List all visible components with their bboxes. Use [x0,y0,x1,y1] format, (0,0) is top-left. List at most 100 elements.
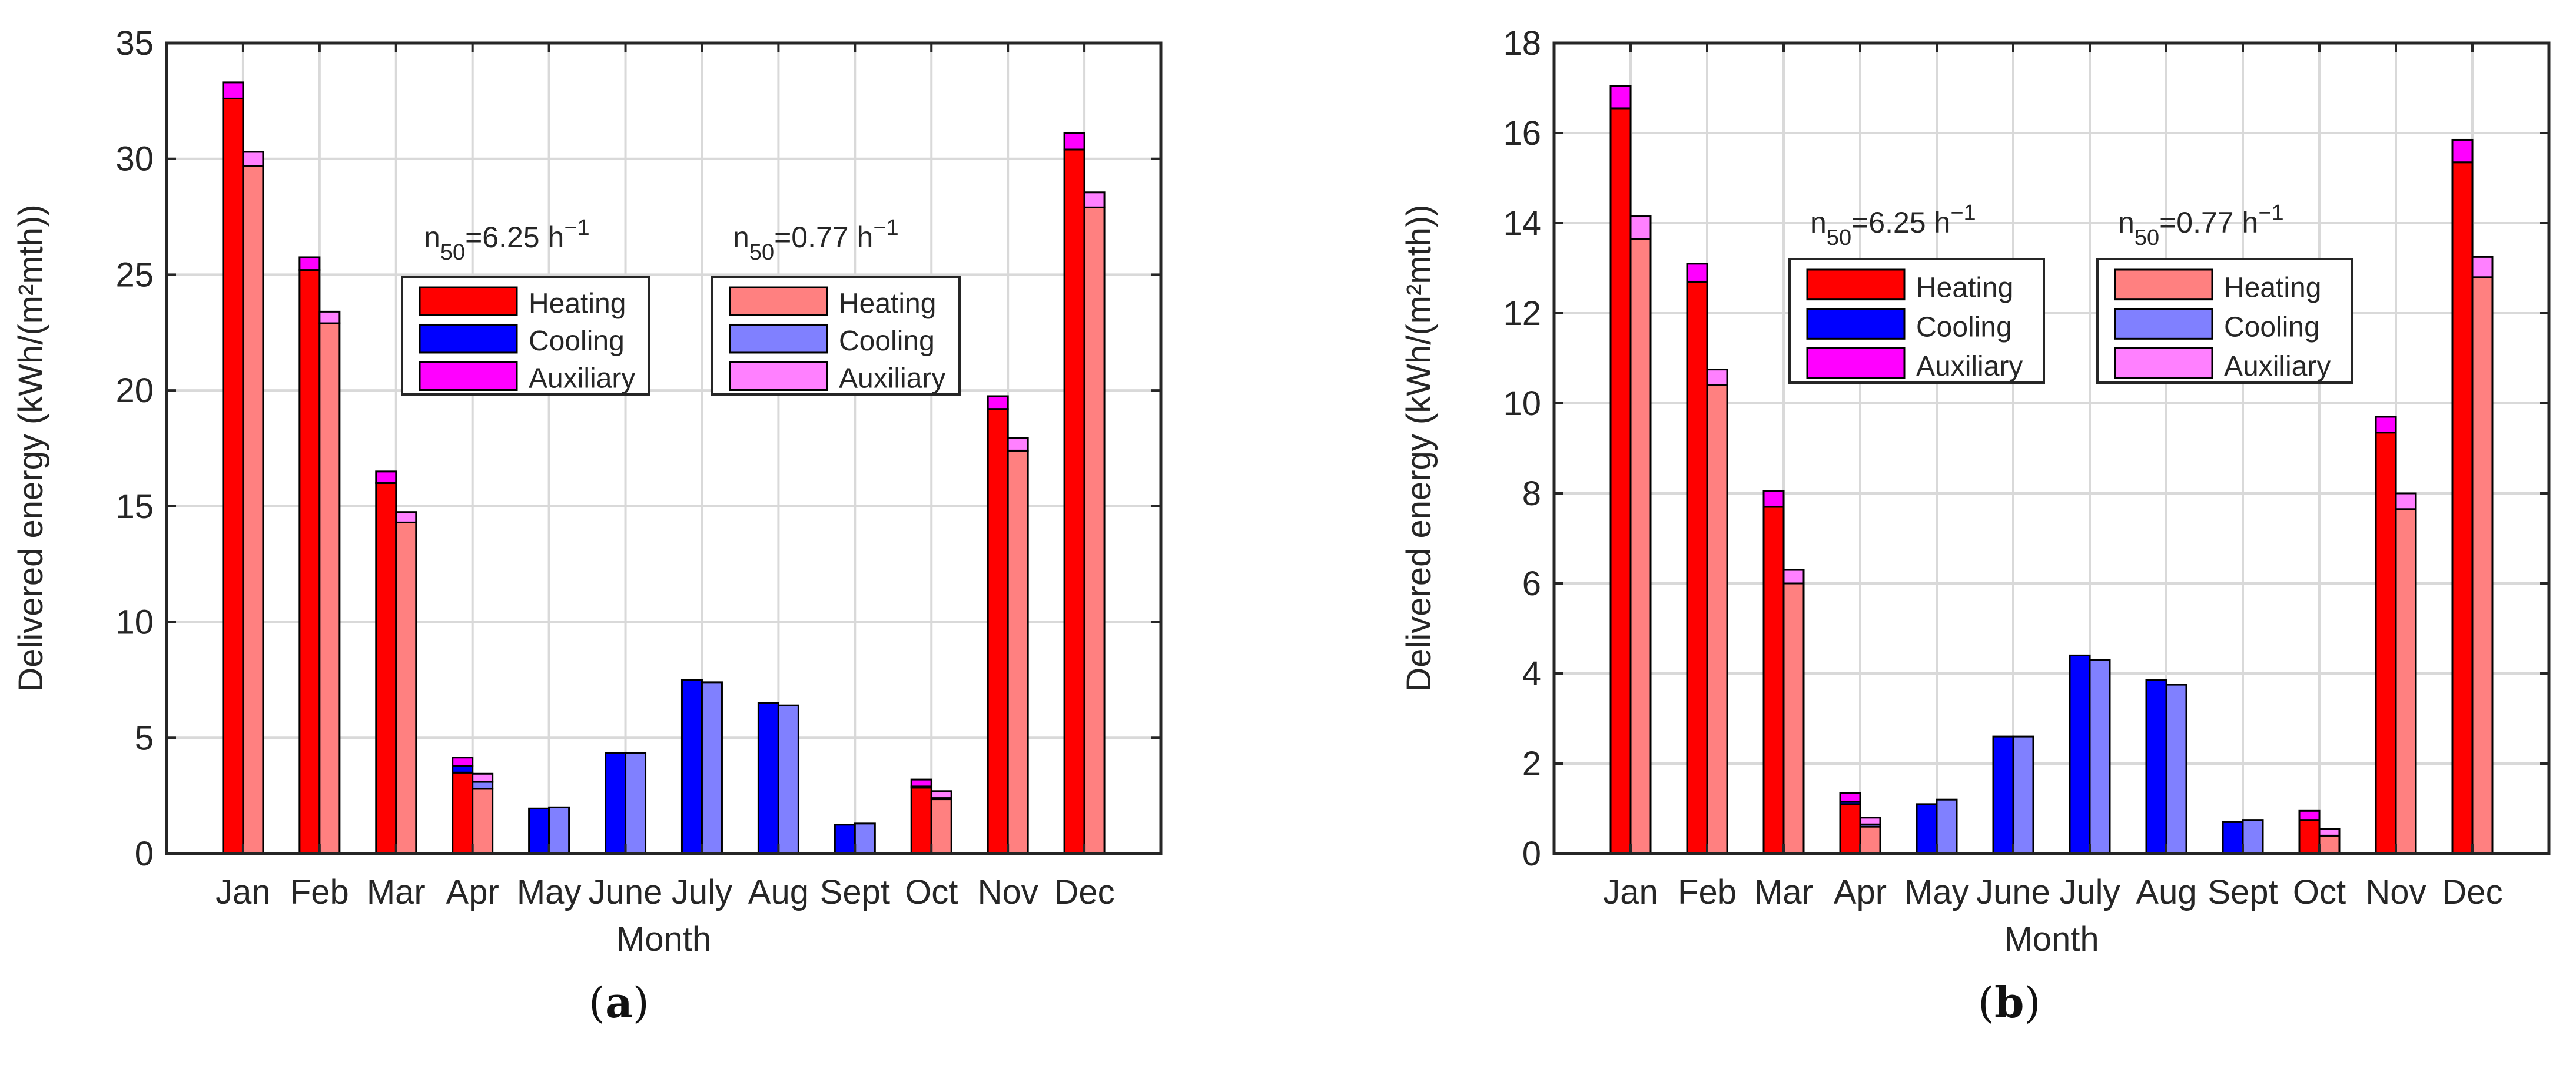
ytick-label: 0 [135,835,154,873]
legend-swatch-heating [1806,268,1906,301]
xtick-label: Sept [820,873,890,911]
bar-b-case1-heating-nov [2375,432,2397,855]
xtick-label: Oct [905,873,958,911]
bar-b-case1-auxiliary-apr [1839,792,1861,803]
bar-a-case1-cooling-sept [834,824,856,855]
bar-a-case1-auxiliary-oct [910,778,932,788]
legend-swatch-auxiliary [729,361,828,391]
bar-b-case2-auxiliary-jan [1629,215,1652,240]
bar-b-case1-auxiliary-mar [1762,490,1785,508]
bar-a-case2-cooling-may [548,806,570,855]
ytick-label: 10 [115,603,154,642]
xtick-label: July [2059,873,2120,911]
bar-b-case2-cooling-may [1936,798,1958,855]
x-axis-label: Month [616,920,711,958]
xtick-label: July [672,873,732,911]
bar-a-case2-auxiliary-apr [472,772,494,783]
xtick-label: Nov [978,873,1038,911]
bar-b-case1-heating-dec [2451,161,2474,855]
legend-swatch-cooling [729,323,828,354]
bar-b-case2-heating-jan [1629,238,1652,855]
bar-b-case1-auxiliary-jan [1609,85,1632,110]
ytick-label: 14 [1503,204,1541,243]
bar-a-case1-heating-mar [375,482,397,855]
xtick-label: Jan [215,873,271,911]
bar-a-case1-heating-feb [298,269,321,855]
bar-a-case1-cooling-june [605,752,627,855]
bar-b-case2-heating-mar [1782,582,1805,855]
bar-a-case2-cooling-apr [472,781,494,790]
legend-label-heating: Heating [839,288,936,319]
legend-label-heating: Heating [2224,273,2321,304]
bar-a-case1-cooling-may [528,807,550,855]
bar-b-case2-cooling-june [2012,735,2034,855]
bar-a-case2-cooling-june [625,752,647,855]
bar-b-case1-heating-oct [2298,819,2321,855]
bar-a-case2-heating-jan [242,165,264,855]
legend-label-heating: Heating [529,288,626,319]
bar-b-case2-heating-dec [2471,276,2494,855]
legend-swatch-auxiliary [1806,347,1906,379]
bar-a-case2-heating-apr [472,788,494,855]
bar-b-case1-cooling-june [1992,735,2014,855]
bar-a-case2-heating-mar [395,521,417,855]
bar-b-case1-cooling-aug [2145,679,2167,855]
xtick-label: June [589,873,663,911]
ytick-label: 20 [115,371,154,410]
bar-b-case2-auxiliary-nov [2395,492,2417,510]
xtick-label: May [1904,873,1969,911]
legend-label-cooling: Cooling [2224,311,2320,343]
ytick-label: 35 [115,24,154,62]
legend-2: Heating Cooling Auxiliary [2096,258,2353,384]
bar-b-case1-auxiliary-feb [1686,263,1708,283]
legend-swatch-heating [2114,268,2213,301]
legend-label-cooling: Cooling [1916,311,2012,343]
bar-b-case2-auxiliary-feb [1706,369,1728,386]
legend-swatch-heating [729,286,828,316]
bar-b-case1-heating-apr [1839,803,1861,855]
xtick-label: June [1976,873,2050,911]
legend-label-heating: Heating [1916,273,2013,304]
ytick-label: 15 [115,487,154,526]
ytick-label: 12 [1503,294,1541,333]
bar-a-case2-cooling-aug [777,704,799,855]
bar-a-case1-auxiliary-nov [987,395,1009,410]
legend-label-cooling: Cooling [839,326,935,357]
bar-a-case1-heating-nov [987,408,1009,855]
bar-a-case1-heating-apr [452,771,474,855]
x-axis-label: Month [2004,920,2099,958]
bar-a-case1-auxiliary-feb [298,256,321,271]
ytick-label: 8 [1522,475,1541,513]
bar-b-case1-auxiliary-nov [2375,416,2397,434]
bar-a-case2-heating-oct [930,798,952,855]
bar-b-case2-auxiliary-apr [1859,817,1881,825]
bar-b-case1-cooling-sept [2222,821,2244,855]
ytick-label: 4 [1522,655,1541,693]
bar-b-case1-auxiliary-dec [2451,138,2474,164]
legend-label-cooling: Cooling [529,326,625,357]
xtick-label: Aug [748,873,809,911]
ytick-label: 10 [1503,384,1541,423]
legend-label-auxiliary: Auxiliary [1916,351,2023,382]
ytick-label: 2 [1522,745,1541,783]
bar-a-case1-auxiliary-jan [222,81,244,99]
bar-b-case2-auxiliary-dec [2471,256,2494,278]
caption-b: (b) [1978,977,2041,1027]
bar-a-case1-auxiliary-dec [1063,132,1085,151]
legend-title: n50=6.25 h−1 [424,215,590,265]
bar-a-case1-heating-dec [1063,148,1085,855]
bar-a-case2-heating-nov [1007,449,1029,855]
legend-swatch-cooling [2114,308,2213,340]
bar-a-case2-cooling-july [701,681,723,855]
bar-b-case2-cooling-sept [2242,819,2264,855]
legend-label-auxiliary: Auxiliary [529,363,635,394]
legend-swatch-heating [419,286,518,316]
bar-b-case2-heating-feb [1706,384,1728,855]
chart-panel-b: 0 2 4 6 8 10 12 14 16 18 Jan Feb Mar Apr May June July Au… [1400,24,2551,958]
bar-b-case2-heating-oct [2318,834,2341,855]
xtick-label: Dec [1054,873,1114,911]
bar-b-case2-auxiliary-mar [1782,569,1805,585]
xtick-label: Sept [2207,873,2278,911]
legend-swatch-auxiliary [419,361,518,391]
bar-a-case2-auxiliary-oct [930,790,952,799]
